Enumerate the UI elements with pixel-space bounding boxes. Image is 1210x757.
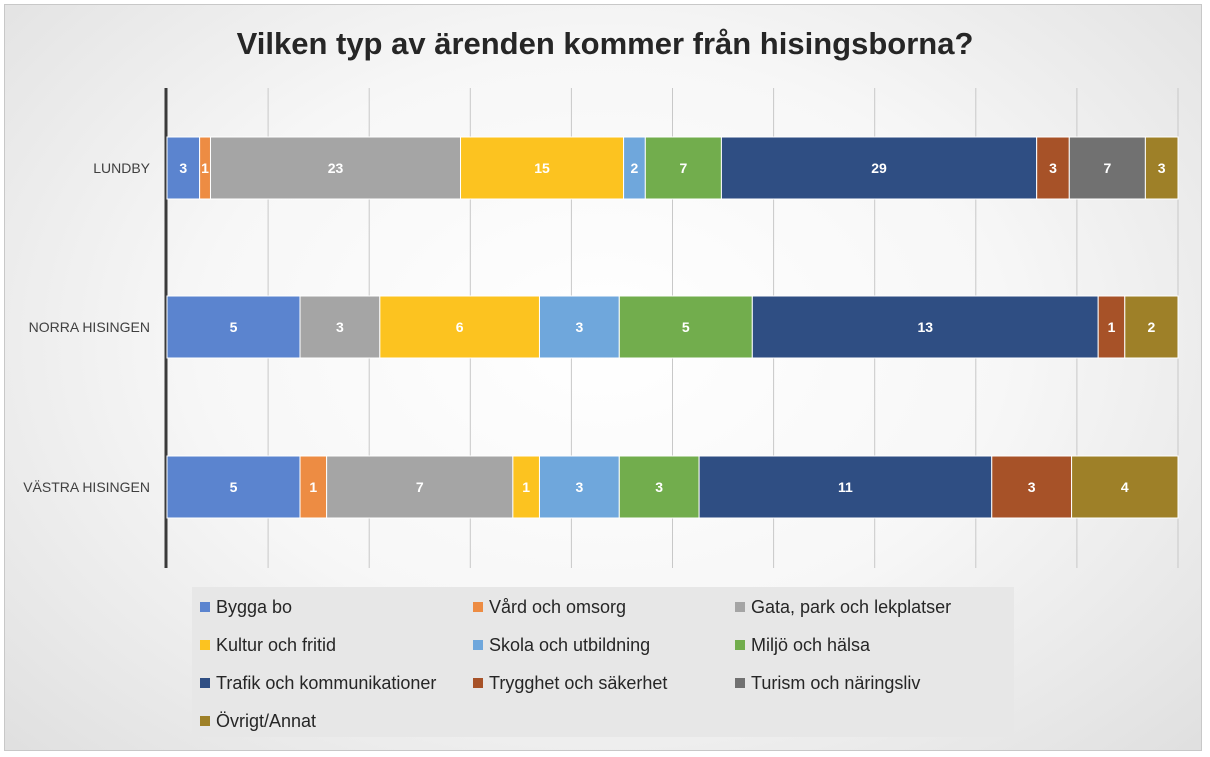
legend-label: Trafik och kommunikationer	[216, 672, 437, 693]
legend-item: Övrigt/Annat	[200, 709, 316, 733]
data-label: 1	[201, 160, 209, 176]
bar-segment	[166, 136, 201, 200]
legend-swatch	[735, 678, 745, 688]
bar-segment	[1097, 295, 1126, 359]
data-label: 5	[230, 319, 238, 335]
bar-segment	[209, 136, 462, 200]
data-label: 3	[655, 479, 663, 495]
bar-segment	[379, 295, 540, 359]
category-label: VÄSTRA HISINGEN	[23, 479, 150, 495]
bar-segment	[299, 455, 328, 519]
legend: Bygga bo Vård och omsorg Gata, park och le…	[192, 587, 1014, 737]
bar-segment	[166, 455, 301, 519]
legend-label: Bygga bo	[216, 596, 293, 617]
bar-segment	[698, 455, 993, 519]
legend-label: Gata, park och lekplatser	[751, 596, 952, 617]
bar-segment	[326, 455, 514, 519]
data-label: 5	[230, 479, 238, 495]
data-label: 13	[917, 319, 933, 335]
legend-item: Miljö och hälsa	[735, 633, 870, 657]
bar-segment	[618, 455, 700, 519]
data-label: 4	[1121, 479, 1129, 495]
legend-label: Turism och näringsliv	[751, 672, 921, 693]
category-label: LUNDBY	[93, 160, 150, 176]
legend-item: Kultur och fritid	[200, 633, 336, 657]
bar-segment	[299, 295, 381, 359]
legend-item: Gata, park och lekplatser	[735, 595, 951, 619]
legend-item: Vård och omsorg	[473, 595, 626, 619]
data-label: 1	[309, 479, 317, 495]
legend-swatch	[200, 678, 210, 688]
legend-item: Bygga bo	[200, 595, 292, 619]
legend-swatch	[735, 602, 745, 612]
data-label: 3	[575, 319, 583, 335]
legend-swatch	[200, 716, 210, 726]
legend-swatch	[473, 602, 483, 612]
bar-segment	[1124, 295, 1179, 359]
legend-swatch	[735, 640, 745, 650]
data-label: 3	[336, 319, 344, 335]
data-label: 29	[871, 160, 887, 176]
bar-segment	[751, 295, 1099, 359]
data-label: 1	[522, 479, 530, 495]
bar-segment	[1144, 136, 1179, 200]
bar-segment	[618, 295, 753, 359]
bar-segment	[1068, 136, 1146, 200]
data-label: 3	[1028, 479, 1036, 495]
legend-label: Kultur och fritid	[216, 634, 337, 655]
legend-item: Turism och näringsliv	[735, 671, 920, 695]
data-label: 7	[1103, 160, 1111, 176]
bar-segment	[720, 136, 1038, 200]
data-label: 7	[679, 160, 687, 176]
data-label: 5	[682, 319, 690, 335]
data-label: 1	[1108, 319, 1116, 335]
legend-swatch	[473, 640, 483, 650]
bar-segment	[538, 455, 620, 519]
data-label: 2	[631, 160, 639, 176]
legend-label: Övrigt/Annat	[216, 710, 317, 731]
data-label: 11	[838, 479, 853, 495]
legend-item: Skola och utbildning	[473, 633, 650, 657]
data-label: 3	[1049, 160, 1057, 176]
data-label: 15	[534, 160, 550, 176]
data-label: 6	[456, 319, 464, 335]
legend-label: Vård och omsorg	[489, 596, 627, 617]
data-label: 7	[416, 479, 424, 495]
bar-segment	[644, 136, 722, 200]
legend-swatch	[473, 678, 483, 688]
chart-title: Vilken typ av ärenden kommer från hising…	[236, 26, 974, 61]
bar-segment	[512, 455, 540, 519]
bar-segment	[1071, 455, 1179, 519]
legend-label: Skola och utbildning	[489, 634, 651, 655]
legend-item: Trafik och kommunikationer	[200, 671, 436, 695]
legend-label: Miljö och hälsa	[751, 634, 871, 655]
data-label: 2	[1147, 319, 1155, 335]
bar-segment	[538, 295, 620, 359]
data-label: 3	[575, 479, 583, 495]
legend-swatch	[200, 640, 210, 650]
legend-swatch	[200, 602, 210, 612]
legend-label: Trygghet och säkerhet	[489, 672, 668, 693]
bar-segment	[460, 136, 625, 200]
legend-item: Trygghet och säkerhet	[473, 671, 667, 695]
category-label: NORRA HISINGEN	[29, 319, 150, 335]
bar-segment	[166, 295, 301, 359]
data-label: 3	[1158, 160, 1166, 176]
data-label: 23	[328, 160, 344, 176]
data-label: 3	[179, 160, 187, 176]
